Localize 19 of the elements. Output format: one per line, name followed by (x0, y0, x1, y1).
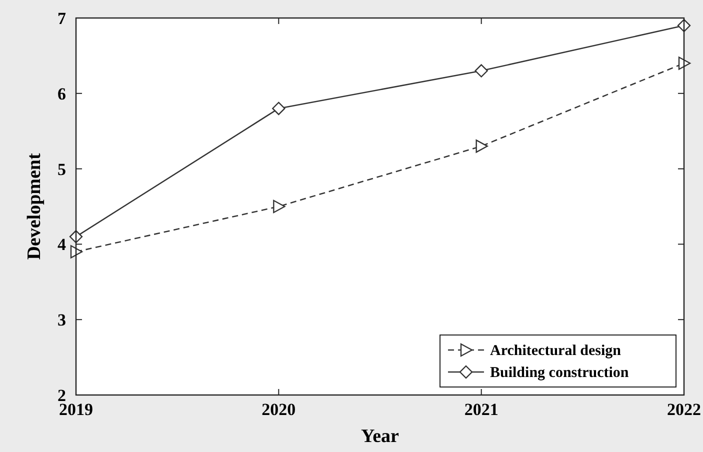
point (70, 245, 83, 258)
x-tick-label: 2022 (667, 400, 701, 419)
x-tick-label: 2020 (262, 400, 296, 419)
x-axis-title: Year (361, 426, 400, 447)
point (678, 56, 691, 70)
point (273, 200, 286, 214)
point (474, 64, 488, 78)
x-tick-label: 2021 (464, 400, 498, 419)
y-tick-label: 5 (58, 160, 66, 179)
y-tick-label: 3 (58, 310, 66, 330)
y-axis-title: Development (24, 152, 45, 260)
y-tick-label: 7 (58, 9, 66, 28)
legend-label: Building construction (490, 365, 630, 381)
y-tick-label: 4 (58, 235, 66, 254)
legend-label: Architectural design (490, 343, 622, 359)
y-tick-label: 6 (58, 84, 66, 104)
point (272, 102, 286, 116)
point (69, 230, 83, 244)
point (476, 140, 488, 153)
